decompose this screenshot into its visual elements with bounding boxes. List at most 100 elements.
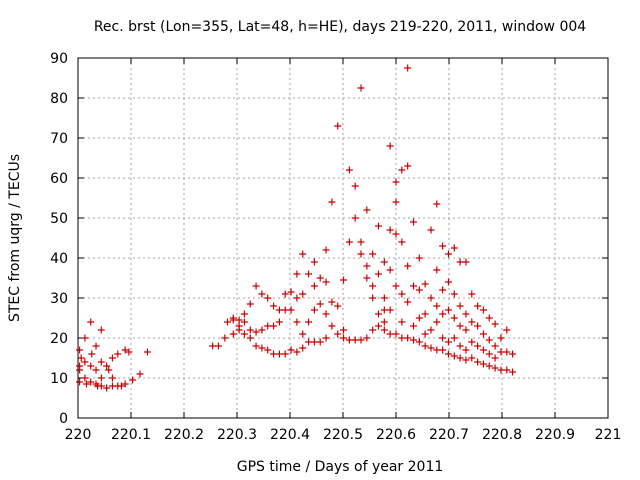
data-point <box>351 182 359 190</box>
data-point <box>310 258 318 266</box>
data-point <box>479 346 487 354</box>
data-point <box>392 178 400 186</box>
data-point <box>103 384 111 392</box>
data-point <box>398 318 406 326</box>
x-tick-label: 220.8 <box>482 427 522 443</box>
x-tick-label: 220.9 <box>535 427 575 443</box>
data-point <box>491 364 499 372</box>
axes: 220 220.1 220.2 220.3 220.4 220.5 220.6 220.7 22… <box>50 51 621 443</box>
data-point <box>474 322 482 330</box>
y-tick-label: 50 <box>50 211 68 227</box>
data-point <box>240 330 248 338</box>
data-point <box>299 290 307 298</box>
data-point <box>229 330 237 338</box>
data-point <box>214 342 222 350</box>
data-point <box>456 322 464 330</box>
data-point <box>462 346 470 354</box>
data-point <box>474 342 482 350</box>
data-point <box>439 310 447 318</box>
y-tick-label: 0 <box>59 411 68 427</box>
data-point <box>491 342 499 350</box>
data-point <box>503 366 511 374</box>
data-point <box>468 290 476 298</box>
data-point <box>439 334 447 342</box>
data-point <box>369 282 377 290</box>
chart-title: Rec. brst (Lon=355, Lat=48, h=HE), days … <box>94 19 586 35</box>
data-point <box>143 348 151 356</box>
data-point <box>450 290 458 298</box>
data-point <box>456 302 464 310</box>
data-point <box>252 328 260 336</box>
data-point <box>375 322 383 330</box>
data-point <box>328 298 336 306</box>
data-point <box>404 262 412 270</box>
data-point <box>108 374 116 382</box>
data-point <box>357 84 365 92</box>
data-point <box>462 310 470 318</box>
data-point <box>293 270 301 278</box>
x-tick-label: 220.4 <box>270 427 310 443</box>
data-point <box>322 246 330 254</box>
data-point <box>357 336 365 344</box>
data-point <box>392 198 400 206</box>
data-point <box>252 342 260 350</box>
data-point <box>398 238 406 246</box>
x-axis-label: GPS time / Days of year 2011 <box>237 459 444 475</box>
data-point <box>121 380 129 388</box>
data-point <box>316 274 324 282</box>
data-point <box>450 352 458 360</box>
data-point <box>121 346 129 354</box>
data-point <box>380 318 388 326</box>
data-point <box>444 338 452 346</box>
data-point <box>129 376 137 384</box>
data-point <box>223 318 231 326</box>
data-point <box>299 250 307 258</box>
plot-frame <box>77 57 609 419</box>
y-tick-label: 40 <box>50 251 68 267</box>
data-point <box>340 326 348 334</box>
data-point <box>76 346 84 354</box>
y-tick-label: 10 <box>50 371 68 387</box>
data-point <box>97 358 105 366</box>
data-point <box>444 306 452 314</box>
data-point <box>404 298 412 306</box>
data-point <box>240 318 248 326</box>
data-point <box>392 330 400 338</box>
data-point <box>316 338 324 346</box>
data-point <box>87 362 95 370</box>
data-point <box>310 282 318 290</box>
data-point <box>409 322 417 330</box>
data-point <box>380 294 388 302</box>
data-point <box>258 344 266 352</box>
data-point <box>299 344 307 352</box>
data-point <box>114 350 122 358</box>
data-point <box>444 350 452 358</box>
data-point <box>474 302 482 310</box>
data-point <box>363 334 371 342</box>
y-tick-label: 60 <box>50 171 68 187</box>
data-point <box>462 326 470 334</box>
x-tick-label: 220.6 <box>376 427 416 443</box>
data-point <box>462 356 470 364</box>
data-point <box>491 354 499 362</box>
data-point <box>281 350 289 358</box>
data-point <box>503 348 511 356</box>
data-point <box>433 266 441 274</box>
data-point <box>375 270 383 278</box>
data-point <box>363 206 371 214</box>
data-point <box>485 362 493 370</box>
data-point <box>305 270 313 278</box>
data-point <box>427 294 435 302</box>
data-point <box>444 250 452 258</box>
data-point <box>287 288 295 296</box>
data-point <box>409 336 417 344</box>
data-point <box>380 258 388 266</box>
data-point <box>240 310 248 318</box>
data-point <box>450 334 458 342</box>
data-point <box>386 306 394 314</box>
y-tick-label: 70 <box>50 131 68 147</box>
data-point <box>421 330 429 338</box>
x-tick-label: 220.2 <box>164 427 204 443</box>
data-point <box>345 238 353 246</box>
